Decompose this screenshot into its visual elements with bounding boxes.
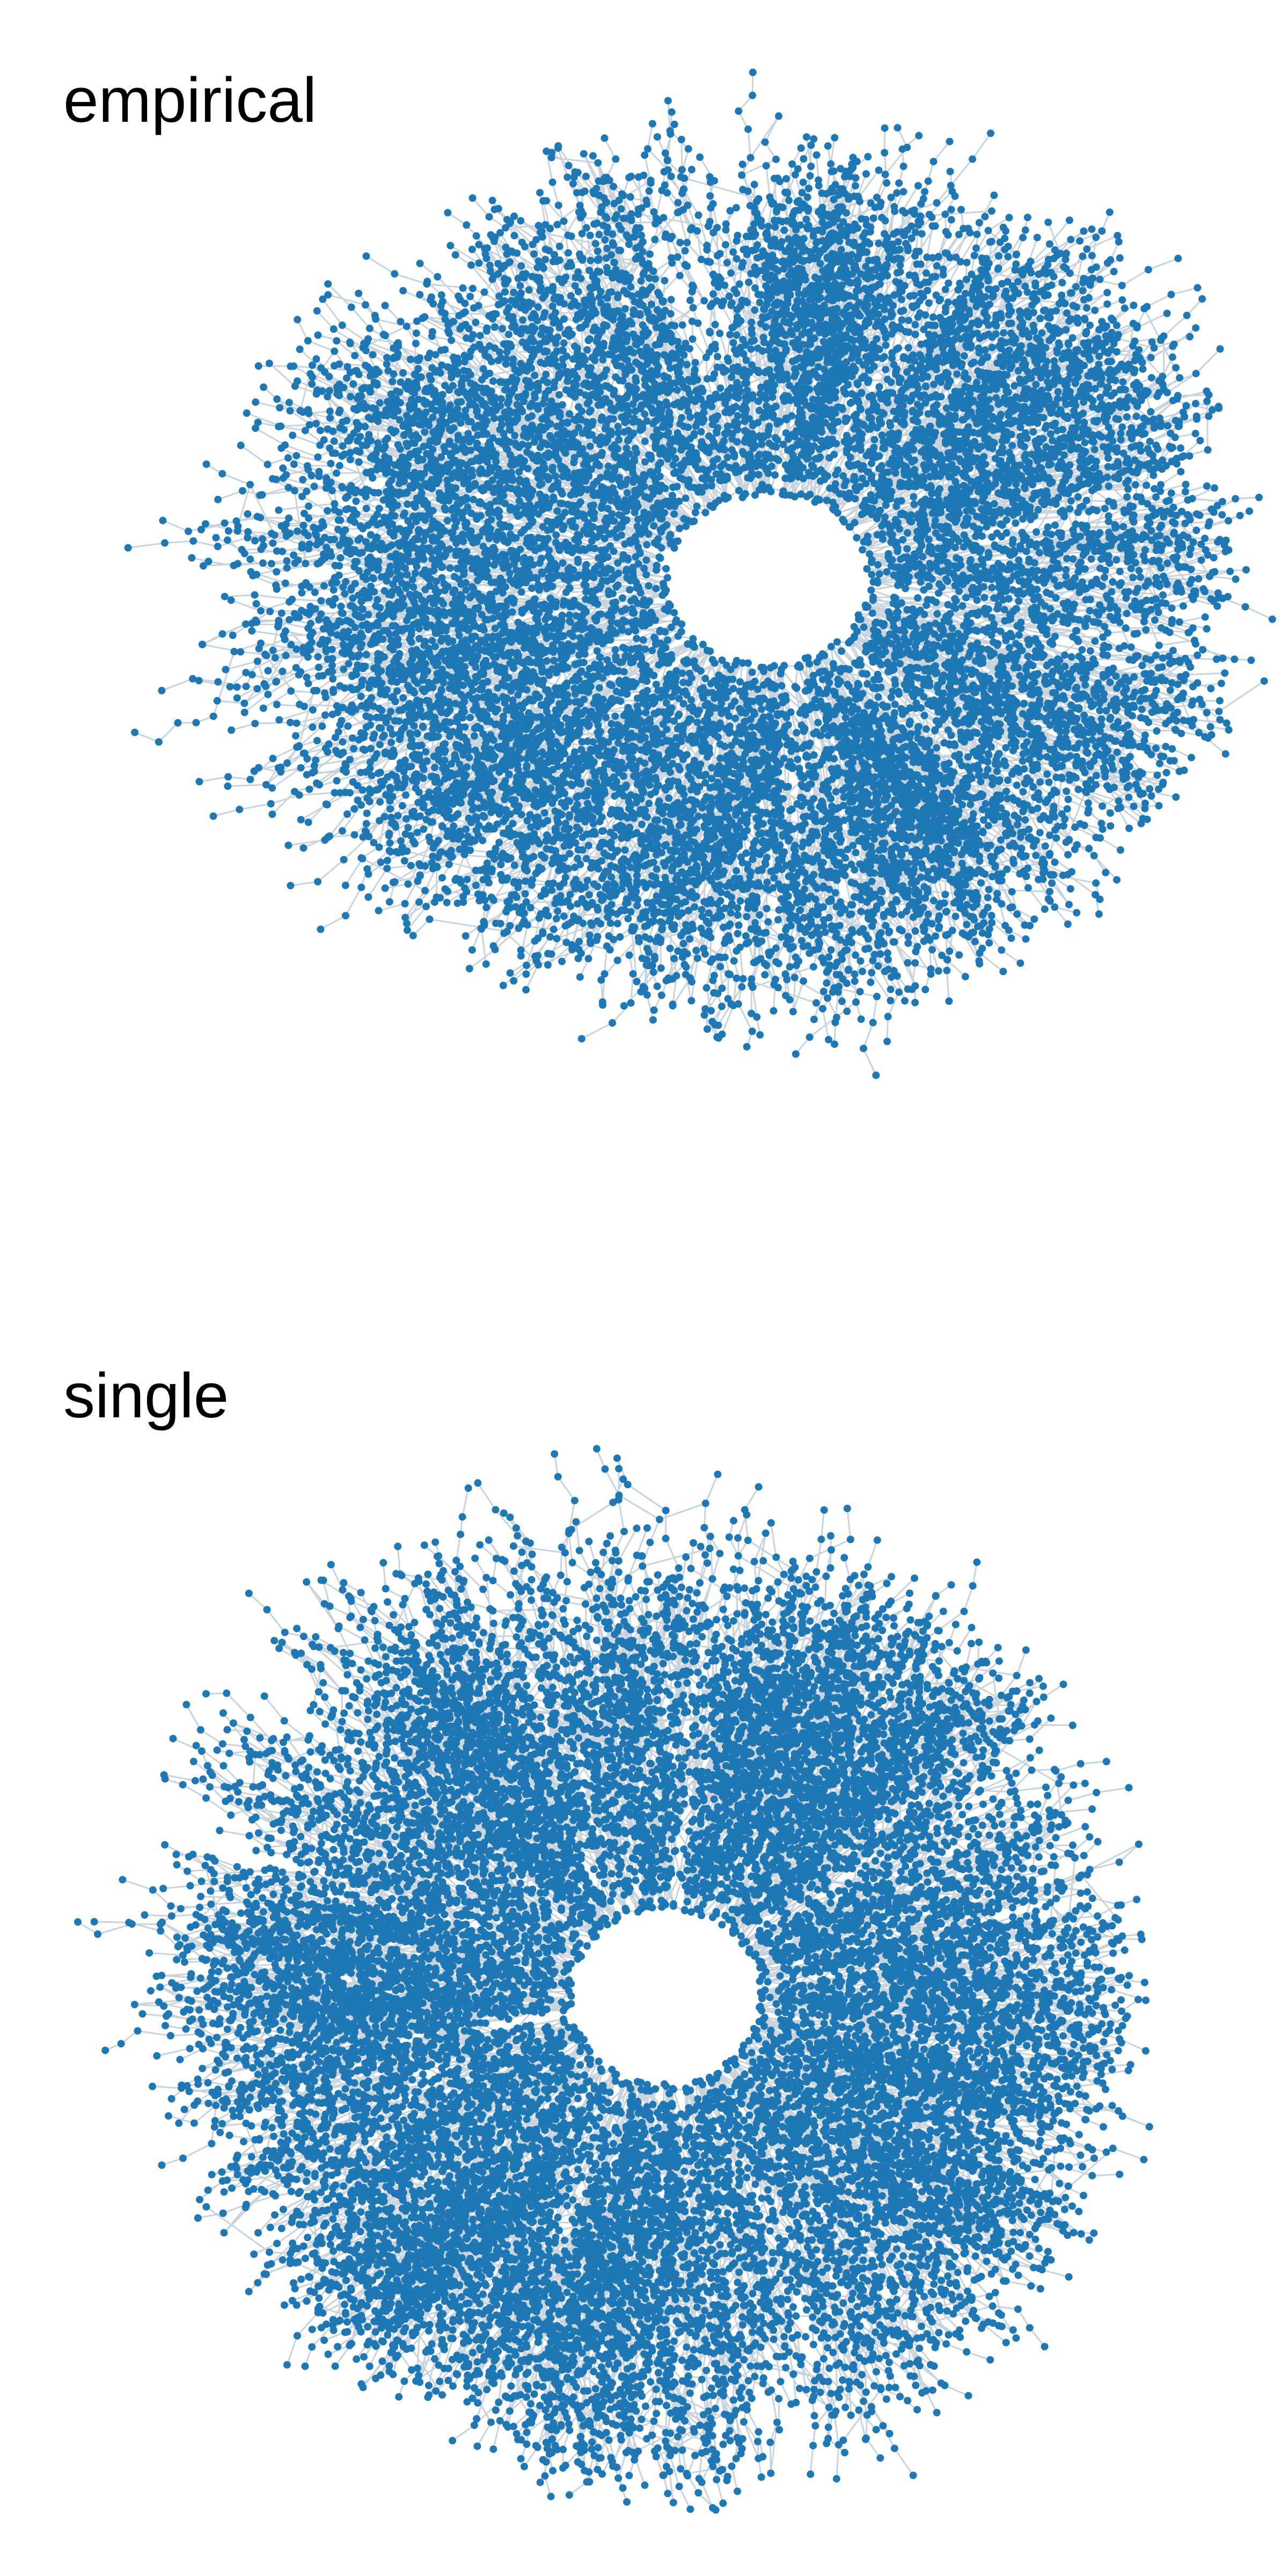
network-edge: [582, 1023, 612, 1039]
network-edge: [768, 922, 769, 953]
network-edge: [740, 947, 743, 979]
network-edge: [977, 600, 1004, 601]
network-edge: [1089, 848, 1106, 873]
network-edge: [1192, 499, 1223, 502]
network-graph-empirical: [0, 0, 1288, 1288]
network-edge: [863, 1023, 873, 1049]
network-edge: [871, 586, 898, 590]
network-edge: [888, 992, 899, 1017]
network-edge: [1166, 596, 1191, 603]
network-edge: [1246, 607, 1272, 619]
network-panel-empirical: empirical: [0, 0, 1288, 1288]
network-edge: [711, 768, 712, 798]
network-edge: [947, 970, 949, 1001]
network-edge: [863, 1049, 876, 1075]
network-edge: [1180, 617, 1205, 622]
network-edge: [980, 953, 1004, 971]
network-edge: [930, 940, 931, 969]
network-edge: [873, 997, 877, 1023]
network-edge: [1186, 673, 1225, 675]
network-edge: [738, 1004, 752, 1031]
network-edge: [1219, 681, 1264, 712]
